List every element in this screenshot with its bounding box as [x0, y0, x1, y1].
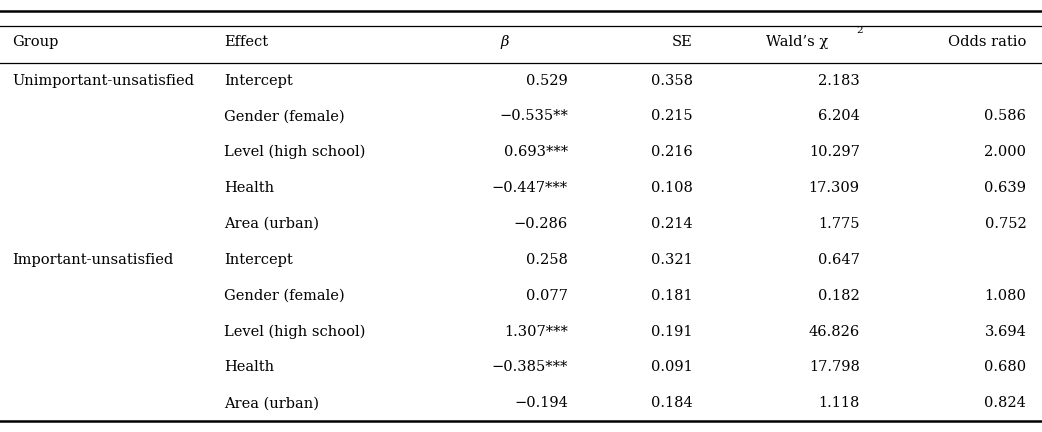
- Text: Effect: Effect: [224, 35, 268, 49]
- Text: 0.586: 0.586: [985, 109, 1026, 124]
- Text: 2: 2: [857, 25, 863, 35]
- Text: 0.108: 0.108: [651, 181, 693, 195]
- Text: Gender (female): Gender (female): [224, 109, 345, 124]
- Text: Intercept: Intercept: [224, 73, 293, 88]
- Text: Odds ratio: Odds ratio: [948, 35, 1026, 49]
- Text: Level (high school): Level (high school): [224, 145, 366, 159]
- Text: 0.321: 0.321: [651, 253, 693, 267]
- Text: Wald’s χ: Wald’s χ: [766, 35, 828, 49]
- Text: −0.194: −0.194: [514, 396, 568, 410]
- Text: 10.297: 10.297: [809, 145, 860, 159]
- Text: 0.216: 0.216: [651, 145, 693, 159]
- Text: β: β: [500, 35, 508, 49]
- Text: 0.639: 0.639: [985, 181, 1026, 195]
- Text: Unimportant-unsatisfied: Unimportant-unsatisfied: [13, 73, 195, 88]
- Text: 1.307***: 1.307***: [504, 324, 568, 339]
- Text: 17.798: 17.798: [809, 360, 860, 375]
- Text: Gender (female): Gender (female): [224, 289, 345, 303]
- Text: 0.077: 0.077: [526, 289, 568, 303]
- Text: 0.693***: 0.693***: [503, 145, 568, 159]
- Text: SE: SE: [672, 35, 693, 49]
- Text: 1.118: 1.118: [818, 396, 860, 410]
- Text: 6.204: 6.204: [818, 109, 860, 124]
- Text: 0.258: 0.258: [526, 253, 568, 267]
- Text: 0.181: 0.181: [651, 289, 693, 303]
- Text: 0.091: 0.091: [651, 360, 693, 375]
- Text: 2.000: 2.000: [985, 145, 1026, 159]
- Text: Important-unsatisfied: Important-unsatisfied: [13, 253, 174, 267]
- Text: 0.191: 0.191: [651, 324, 693, 339]
- Text: 0.647: 0.647: [818, 253, 860, 267]
- Text: 0.358: 0.358: [651, 73, 693, 88]
- Text: Intercept: Intercept: [224, 253, 293, 267]
- Text: 0.752: 0.752: [985, 217, 1026, 231]
- Text: 1.080: 1.080: [985, 289, 1026, 303]
- Text: 0.680: 0.680: [985, 360, 1026, 375]
- Text: 17.309: 17.309: [809, 181, 860, 195]
- Text: 0.824: 0.824: [985, 396, 1026, 410]
- Text: 2.183: 2.183: [818, 73, 860, 88]
- Text: 0.215: 0.215: [651, 109, 693, 124]
- Text: Level (high school): Level (high school): [224, 324, 366, 339]
- Text: 0.529: 0.529: [526, 73, 568, 88]
- Text: −0.447***: −0.447***: [492, 181, 568, 195]
- Text: Health: Health: [224, 181, 274, 195]
- Text: Area (urban): Area (urban): [224, 217, 319, 231]
- Text: Group: Group: [13, 35, 59, 49]
- Text: Area (urban): Area (urban): [224, 396, 319, 410]
- Text: −0.535**: −0.535**: [499, 109, 568, 124]
- Text: 3.694: 3.694: [985, 324, 1026, 339]
- Text: 1.775: 1.775: [818, 217, 860, 231]
- Text: 0.182: 0.182: [818, 289, 860, 303]
- Text: 0.214: 0.214: [651, 217, 693, 231]
- Text: Health: Health: [224, 360, 274, 375]
- Text: −0.286: −0.286: [514, 217, 568, 231]
- Text: 0.184: 0.184: [651, 396, 693, 410]
- Text: −0.385***: −0.385***: [492, 360, 568, 375]
- Text: 46.826: 46.826: [809, 324, 860, 339]
